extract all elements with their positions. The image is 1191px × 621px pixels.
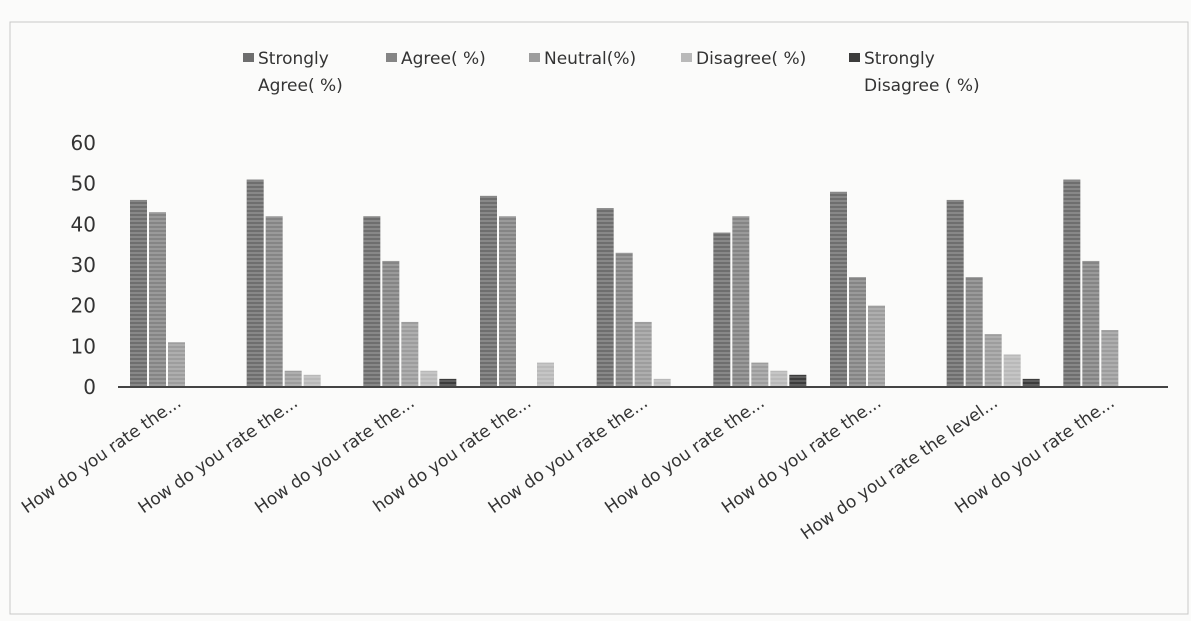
- bar-hatch: [363, 216, 381, 387]
- bar-hatch: [382, 260, 400, 387]
- legend-swatch: [243, 53, 254, 62]
- bar-hatch: [634, 321, 652, 387]
- legend: Strongly Agree( %) Agree( %) Neutral(%) Disa…: [243, 49, 980, 96]
- y-tick-label: 50: [71, 172, 96, 196]
- bar-hatch: [1063, 179, 1081, 387]
- bar-hatch: [596, 208, 614, 387]
- legend-swatch: [681, 53, 692, 62]
- bar: [382, 260, 400, 387]
- legend-swatch: [386, 53, 397, 62]
- bar-hatch: [653, 378, 671, 387]
- legend-item: Agree( %): [386, 49, 486, 69]
- bar: [770, 370, 788, 387]
- bar: [984, 334, 1002, 387]
- bar: [713, 232, 731, 387]
- bar: [363, 216, 381, 387]
- bar: [401, 321, 419, 387]
- y-tick-label: 30: [71, 253, 96, 277]
- bar: [246, 179, 264, 387]
- bar-hatch: [946, 199, 964, 387]
- bar: [168, 342, 185, 387]
- bar: [789, 374, 807, 387]
- bar-hatch: [303, 374, 321, 387]
- bar: [1101, 330, 1119, 387]
- bar-hatch: [420, 370, 438, 387]
- bar-hatch: [965, 277, 983, 387]
- y-tick-label: 40: [71, 212, 96, 236]
- bars: [130, 179, 1119, 387]
- bar-hatch: [770, 370, 788, 387]
- bar: [499, 216, 516, 387]
- bar: [303, 374, 321, 387]
- legend-label: Disagree( %): [696, 49, 806, 69]
- bar-hatch: [751, 362, 769, 387]
- legend-item: Strongly Disagree ( %): [849, 49, 980, 96]
- bar-hatch: [246, 179, 264, 387]
- legend-swatch: [849, 53, 860, 62]
- bar: [1022, 378, 1040, 387]
- bar-hatch: [615, 252, 633, 387]
- y-tick-label: 0: [83, 375, 96, 399]
- bar: [284, 370, 302, 387]
- legend-label: Strongly: [864, 49, 935, 69]
- bar: [830, 191, 847, 387]
- y-tick-label: 20: [71, 294, 96, 318]
- bar: [265, 216, 283, 387]
- y-axis: 0 10 20 30 40 50 60: [71, 131, 96, 399]
- bar: [1063, 179, 1081, 387]
- bar-hatch: [149, 212, 166, 387]
- y-tick-label: 10: [71, 334, 96, 358]
- legend-swatch: [529, 53, 540, 62]
- bar: [868, 305, 885, 387]
- bar: [596, 208, 614, 387]
- bar-hatch: [1003, 354, 1021, 387]
- legend-item: Disagree( %): [681, 49, 806, 69]
- bar: [420, 370, 438, 387]
- bar: [149, 212, 166, 387]
- bar-hatch: [401, 321, 419, 387]
- bar-hatch: [984, 334, 1002, 387]
- legend-label: Strongly: [258, 49, 329, 69]
- bar: [965, 277, 983, 387]
- bar-hatch: [284, 370, 302, 387]
- bar-hatch: [789, 374, 807, 387]
- bar: [634, 321, 652, 387]
- y-tick-label: 60: [71, 131, 96, 155]
- bar: [537, 362, 554, 387]
- bar: [751, 362, 769, 387]
- bar: [439, 378, 457, 387]
- bar-hatch: [713, 232, 731, 387]
- bar-hatch: [130, 199, 147, 387]
- bar-hatch: [830, 191, 847, 387]
- bar: [732, 216, 750, 387]
- bar-hatch: [499, 216, 516, 387]
- bar: [1082, 260, 1100, 387]
- bar-hatch: [849, 277, 866, 387]
- bar-hatch: [265, 216, 283, 387]
- bar: [480, 195, 497, 387]
- legend-label: Neutral(%): [544, 49, 636, 69]
- bar: [1003, 354, 1021, 387]
- bar-hatch: [168, 342, 185, 387]
- bar: [946, 199, 964, 387]
- bar-hatch: [732, 216, 750, 387]
- bar: [615, 252, 633, 387]
- bar-hatch: [537, 362, 554, 387]
- bar: [849, 277, 866, 387]
- bar-hatch: [480, 195, 497, 387]
- bar-hatch: [868, 305, 885, 387]
- bar: [130, 199, 147, 387]
- bar-hatch: [1101, 330, 1119, 387]
- legend-label: Agree( %): [258, 76, 343, 96]
- bar: [653, 378, 671, 387]
- bar-hatch: [439, 378, 457, 387]
- legend-label: Agree( %): [401, 49, 486, 69]
- legend-label: Disagree ( %): [864, 76, 980, 96]
- bar-hatch: [1082, 260, 1100, 387]
- legend-item: Strongly Agree( %): [243, 49, 343, 96]
- legend-item: Neutral(%): [529, 49, 636, 69]
- bar-hatch: [1022, 378, 1040, 387]
